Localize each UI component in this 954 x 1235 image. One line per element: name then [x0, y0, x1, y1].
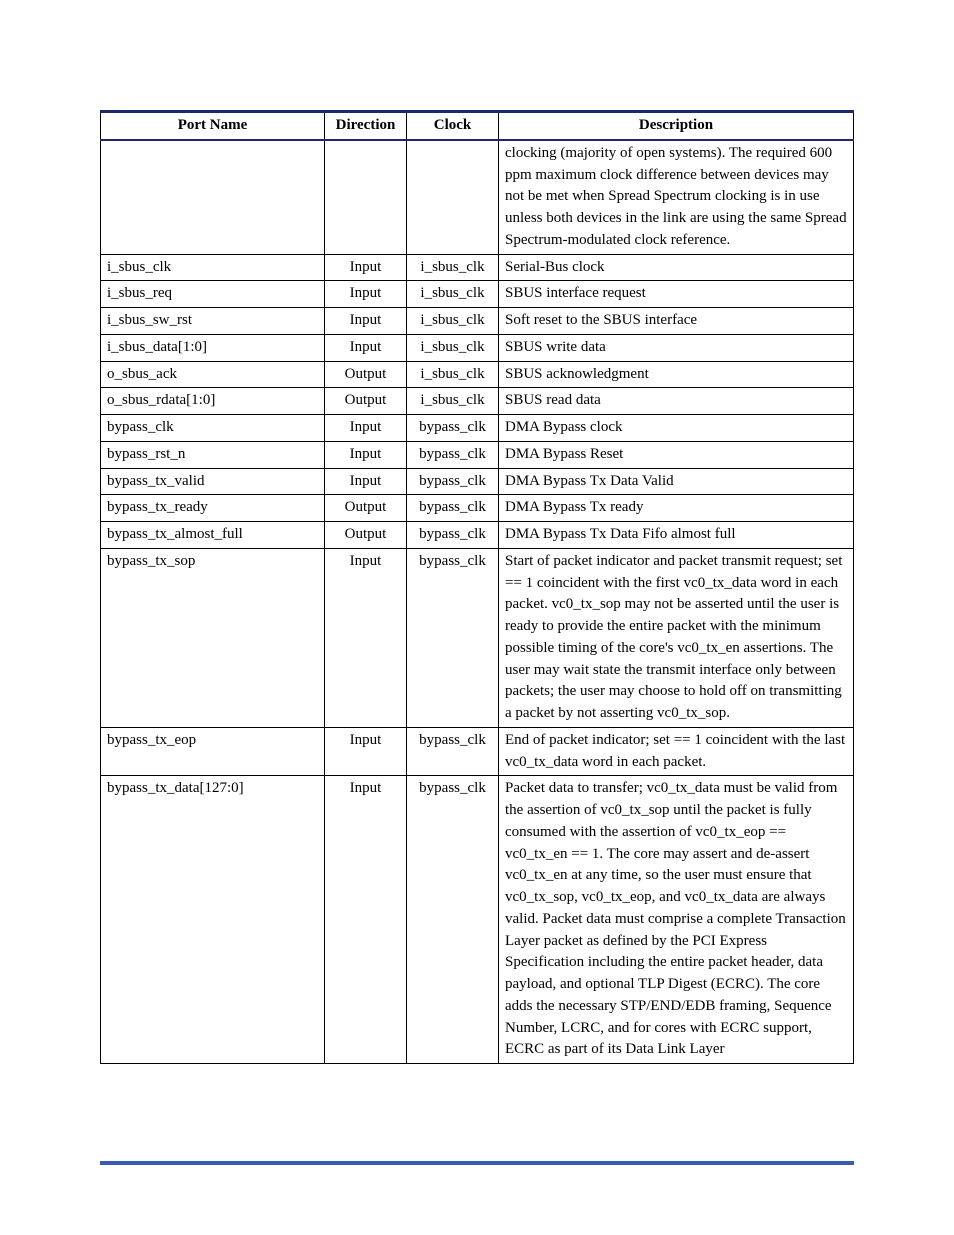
table-row: i_sbus_sw_rstInputi_sbus_clkSoft reset t… [101, 308, 854, 335]
cell-clock: bypass_clk [407, 727, 499, 776]
cell-portname: o_sbus_ack [101, 361, 325, 388]
cell-description: Packet data to transfer; vc0_tx_data mus… [499, 776, 854, 1064]
table-row: bypass_tx_almost_fullOutputbypass_clkDMA… [101, 522, 854, 549]
cell-clock: bypass_clk [407, 441, 499, 468]
cell-direction: Input [325, 281, 407, 308]
cell-direction: Input [325, 334, 407, 361]
cell-portname: o_sbus_rdata[1:0] [101, 388, 325, 415]
cell-direction: Output [325, 388, 407, 415]
cell-description: End of packet indicator; set == 1 coinci… [499, 727, 854, 776]
cell-description: SBUS write data [499, 334, 854, 361]
cell-portname: bypass_tx_almost_full [101, 522, 325, 549]
cell-clock [407, 140, 499, 254]
footer-rule [100, 1161, 854, 1165]
table-row: bypass_tx_data[127:0]Inputbypass_clkPack… [101, 776, 854, 1064]
header-direction: Direction [325, 112, 407, 140]
cell-clock: i_sbus_clk [407, 254, 499, 281]
table-row: o_sbus_ackOutputi_sbus_clkSBUS acknowled… [101, 361, 854, 388]
table-row: bypass_clkInputbypass_clkDMA Bypass cloc… [101, 415, 854, 442]
header-description: Description [499, 112, 854, 140]
cell-clock: bypass_clk [407, 776, 499, 1064]
cell-clock: bypass_clk [407, 548, 499, 727]
cell-description: DMA Bypass clock [499, 415, 854, 442]
cell-portname: i_sbus_sw_rst [101, 308, 325, 335]
cell-direction: Input [325, 308, 407, 335]
cell-portname: bypass_tx_data[127:0] [101, 776, 325, 1064]
cell-description: DMA Bypass Tx ready [499, 495, 854, 522]
cell-direction: Input [325, 441, 407, 468]
page: Port Name Direction Clock Description cl… [0, 0, 954, 1235]
table-row: i_sbus_data[1:0]Inputi_sbus_clkSBUS writ… [101, 334, 854, 361]
cell-clock: bypass_clk [407, 468, 499, 495]
cell-clock: i_sbus_clk [407, 334, 499, 361]
table-header: Port Name Direction Clock Description [101, 112, 854, 140]
cell-portname: bypass_tx_ready [101, 495, 325, 522]
cell-clock: i_sbus_clk [407, 361, 499, 388]
cell-direction: Input [325, 254, 407, 281]
cell-direction: Input [325, 548, 407, 727]
header-clock: Clock [407, 112, 499, 140]
cell-description: Serial-Bus clock [499, 254, 854, 281]
cell-description: Start of packet indicator and packet tra… [499, 548, 854, 727]
cell-clock: bypass_clk [407, 415, 499, 442]
cell-description: SBUS interface request [499, 281, 854, 308]
cell-portname: bypass_tx_valid [101, 468, 325, 495]
cell-portname: bypass_tx_eop [101, 727, 325, 776]
table-row: bypass_tx_validInputbypass_clkDMA Bypass… [101, 468, 854, 495]
cell-portname: i_sbus_req [101, 281, 325, 308]
table-row: clocking (majority of open systems). The… [101, 140, 854, 254]
table-row: bypass_rst_nInputbypass_clkDMA Bypass Re… [101, 441, 854, 468]
cell-direction: Input [325, 727, 407, 776]
cell-description: DMA Bypass Tx Data Valid [499, 468, 854, 495]
table-row: i_sbus_clkInputi_sbus_clkSerial-Bus cloc… [101, 254, 854, 281]
table-body: clocking (majority of open systems). The… [101, 140, 854, 1064]
cell-direction: Output [325, 522, 407, 549]
table-row: bypass_tx_readyOutputbypass_clkDMA Bypas… [101, 495, 854, 522]
cell-direction: Output [325, 495, 407, 522]
cell-portname: bypass_clk [101, 415, 325, 442]
cell-clock: bypass_clk [407, 495, 499, 522]
cell-description: SBUS read data [499, 388, 854, 415]
cell-direction: Input [325, 776, 407, 1064]
cell-direction: Input [325, 468, 407, 495]
table-row: o_sbus_rdata[1:0]Outputi_sbus_clkSBUS re… [101, 388, 854, 415]
cell-description: DMA Bypass Reset [499, 441, 854, 468]
port-table: Port Name Direction Clock Description cl… [100, 110, 854, 1064]
cell-portname [101, 140, 325, 254]
cell-portname: bypass_rst_n [101, 441, 325, 468]
cell-direction: Input [325, 415, 407, 442]
cell-direction [325, 140, 407, 254]
cell-direction: Output [325, 361, 407, 388]
cell-description: SBUS acknowledgment [499, 361, 854, 388]
table-row: bypass_tx_eopInputbypass_clkEnd of packe… [101, 727, 854, 776]
cell-portname: i_sbus_data[1:0] [101, 334, 325, 361]
cell-clock: bypass_clk [407, 522, 499, 549]
cell-description: DMA Bypass Tx Data Fifo almost full [499, 522, 854, 549]
table-row: i_sbus_reqInputi_sbus_clkSBUS interface … [101, 281, 854, 308]
header-portname: Port Name [101, 112, 325, 140]
cell-portname: i_sbus_clk [101, 254, 325, 281]
cell-description: clocking (majority of open systems). The… [499, 140, 854, 254]
table-row: bypass_tx_sopInputbypass_clkStart of pac… [101, 548, 854, 727]
cell-clock: i_sbus_clk [407, 388, 499, 415]
cell-portname: bypass_tx_sop [101, 548, 325, 727]
cell-clock: i_sbus_clk [407, 281, 499, 308]
cell-description: Soft reset to the SBUS interface [499, 308, 854, 335]
cell-clock: i_sbus_clk [407, 308, 499, 335]
